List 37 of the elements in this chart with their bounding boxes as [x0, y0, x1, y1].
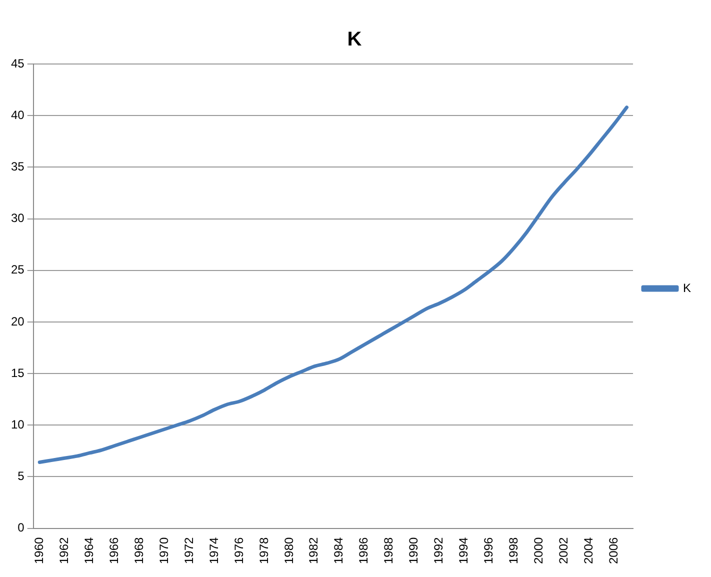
x-tick-label: 1974	[206, 536, 221, 564]
y-tick-label: 25	[10, 262, 25, 277]
x-tick-label: 1988	[382, 536, 396, 564]
x-tick-label: 1960	[32, 536, 46, 564]
y-tick-label: 45	[10, 56, 25, 70]
y-tick-label: 0	[18, 520, 25, 535]
x-tick-label: 1984	[332, 536, 346, 564]
x-tick-label: 2006	[606, 536, 621, 564]
x-tick-label: 1966	[106, 536, 121, 564]
y-tick-label: 5	[18, 469, 25, 484]
x-tick-label: 1968	[132, 536, 146, 564]
x-tick-label: 1970	[156, 536, 171, 564]
chart-title: K	[347, 28, 362, 51]
x-tick-label: 2004	[582, 536, 596, 564]
line-series	[38, 106, 628, 464]
x-tick-label: 2000	[532, 536, 546, 564]
y-tick-label: 10	[10, 417, 25, 432]
y-tick-label: 30	[10, 211, 25, 226]
x-tick-label: 2002	[556, 536, 571, 564]
x-tick-label: 1990	[406, 536, 421, 564]
x-tick-label: 1992	[432, 536, 446, 564]
y-tick-label: 15	[10, 366, 25, 380]
legend-label: K	[682, 280, 692, 295]
x-tick-label: 1996	[482, 536, 496, 564]
y-tick-label: 40	[10, 108, 25, 122]
x-tick-label: 1962	[56, 536, 71, 564]
x-tick-label: 1972	[182, 536, 196, 564]
y-tick-label: 35	[10, 159, 25, 174]
x-tick-label: 1980	[282, 536, 296, 564]
x-tick-label: 1986	[356, 536, 371, 564]
x-tick-label: 1978	[256, 536, 271, 564]
x-tick-label: 1994	[456, 536, 471, 564]
y-tick-label: 20	[10, 314, 25, 328]
x-tick-label: 1982	[306, 536, 321, 564]
x-tick-label: 1976	[232, 536, 246, 564]
x-tick-label: 1964	[82, 536, 96, 564]
x-tick-label: 1998	[506, 536, 521, 564]
